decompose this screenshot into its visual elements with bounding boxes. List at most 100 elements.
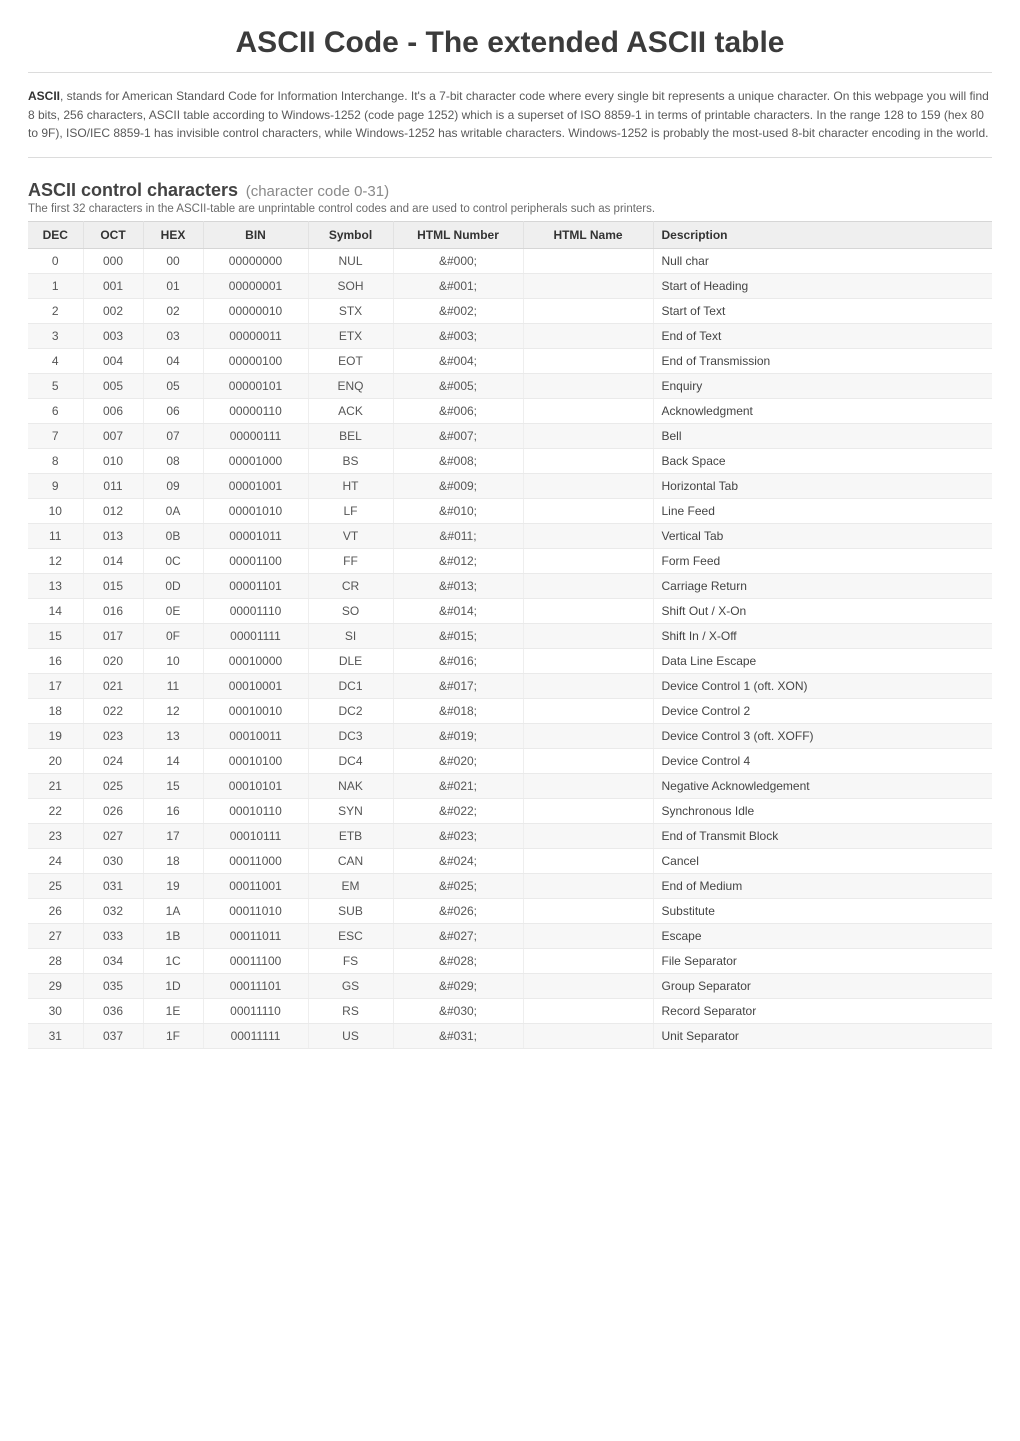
- cell-html-name: [523, 248, 653, 273]
- cell-symbol: RS: [308, 998, 393, 1023]
- cell-html-number: &#005;: [393, 373, 523, 398]
- cell-description: End of Transmit Block: [653, 823, 992, 848]
- table-row: 260321A00011010SUB&#026;Substitute: [28, 898, 992, 923]
- cell-oct: 000: [83, 248, 143, 273]
- cell-symbol: SO: [308, 598, 393, 623]
- cell-symbol: FS: [308, 948, 393, 973]
- cell-description: Negative Acknowledgement: [653, 773, 992, 798]
- cell-description: Line Feed: [653, 498, 992, 523]
- cell-oct: 013: [83, 523, 143, 548]
- cell-html-name: [523, 673, 653, 698]
- table-row: 70070700000111BEL&#007;Bell: [28, 423, 992, 448]
- cell-html-number: &#016;: [393, 648, 523, 673]
- cell-hex: 0F: [143, 623, 203, 648]
- cell-dec: 18: [28, 698, 83, 723]
- cell-hex: 1C: [143, 948, 203, 973]
- section-title: ASCII control characters: [28, 180, 238, 200]
- cell-description: Start of Text: [653, 298, 992, 323]
- cell-hex: 17: [143, 823, 203, 848]
- cell-html-name: [523, 298, 653, 323]
- table-row: 20020200000010STX&#002;Start of Text: [28, 298, 992, 323]
- cell-oct: 031: [83, 873, 143, 898]
- cell-html-number: &#014;: [393, 598, 523, 623]
- cell-html-number: &#011;: [393, 523, 523, 548]
- cell-bin: 00001111: [203, 623, 308, 648]
- cell-html-name: [523, 623, 653, 648]
- cell-html-number: &#028;: [393, 948, 523, 973]
- cell-hex: 18: [143, 848, 203, 873]
- cell-dec: 8: [28, 448, 83, 473]
- cell-symbol: DC1: [308, 673, 393, 698]
- cell-oct: 027: [83, 823, 143, 848]
- cell-html-name: [523, 723, 653, 748]
- cell-hex: 05: [143, 373, 203, 398]
- table-row: 80100800001000BS&#008;Back Space: [28, 448, 992, 473]
- cell-oct: 036: [83, 998, 143, 1023]
- cell-hex: 01: [143, 273, 203, 298]
- cell-dec: 4: [28, 348, 83, 373]
- cell-html-name: [523, 423, 653, 448]
- cell-oct: 004: [83, 348, 143, 373]
- cell-bin: 00000001: [203, 273, 308, 298]
- cell-html-name: [523, 948, 653, 973]
- cell-symbol: SOH: [308, 273, 393, 298]
- cell-html-name: [523, 373, 653, 398]
- cell-hex: 12: [143, 698, 203, 723]
- cell-description: End of Transmission: [653, 348, 992, 373]
- cell-bin: 00011000: [203, 848, 308, 873]
- cell-symbol: BEL: [308, 423, 393, 448]
- table-row: 210251500010101NAK&#021;Negative Acknowl…: [28, 773, 992, 798]
- cell-hex: 07: [143, 423, 203, 448]
- cell-oct: 032: [83, 898, 143, 923]
- cell-dec: 2: [28, 298, 83, 323]
- cell-bin: 00001110: [203, 598, 308, 623]
- col-header-oct: OCT: [83, 221, 143, 248]
- cell-description: End of Text: [653, 323, 992, 348]
- cell-hex: 0E: [143, 598, 203, 623]
- cell-html-name: [523, 1023, 653, 1048]
- table-row: 110130B00001011VT&#011;Vertical Tab: [28, 523, 992, 548]
- table-row: 280341C00011100FS&#028;File Separator: [28, 948, 992, 973]
- ascii-table: DEC OCT HEX BIN Symbol HTML Number HTML …: [28, 221, 992, 1049]
- cell-oct: 022: [83, 698, 143, 723]
- cell-dec: 9: [28, 473, 83, 498]
- table-row: 50050500000101ENQ&#005;Enquiry: [28, 373, 992, 398]
- cell-dec: 20: [28, 748, 83, 773]
- cell-html-name: [523, 823, 653, 848]
- cell-description: Escape: [653, 923, 992, 948]
- cell-description: Start of Heading: [653, 273, 992, 298]
- cell-oct: 030: [83, 848, 143, 873]
- cell-oct: 034: [83, 948, 143, 973]
- cell-html-name: [523, 323, 653, 348]
- table-row: 250311900011001EM&#025;End of Medium: [28, 873, 992, 898]
- cell-description: Enquiry: [653, 373, 992, 398]
- cell-oct: 016: [83, 598, 143, 623]
- table-header-row: DEC OCT HEX BIN Symbol HTML Number HTML …: [28, 221, 992, 248]
- cell-oct: 006: [83, 398, 143, 423]
- cell-html-name: [523, 698, 653, 723]
- cell-description: Device Control 2: [653, 698, 992, 723]
- cell-hex: 02: [143, 298, 203, 323]
- cell-symbol: DLE: [308, 648, 393, 673]
- cell-html-name: [523, 798, 653, 823]
- cell-oct: 003: [83, 323, 143, 348]
- cell-hex: 1B: [143, 923, 203, 948]
- cell-description: Bell: [653, 423, 992, 448]
- table-row: 100120A00001010LF&#010;Line Feed: [28, 498, 992, 523]
- cell-hex: 08: [143, 448, 203, 473]
- cell-hex: 00: [143, 248, 203, 273]
- cell-symbol: EOT: [308, 348, 393, 373]
- cell-bin: 00011011: [203, 923, 308, 948]
- table-row: 200241400010100DC4&#020;Device Control 4: [28, 748, 992, 773]
- cell-description: Device Control 1 (oft. XON): [653, 673, 992, 698]
- cell-bin: 00001011: [203, 523, 308, 548]
- cell-html-number: &#009;: [393, 473, 523, 498]
- cell-html-number: &#022;: [393, 798, 523, 823]
- cell-html-number: &#027;: [393, 923, 523, 948]
- cell-oct: 025: [83, 773, 143, 798]
- section-description: The first 32 characters in the ASCII-tab…: [28, 203, 992, 215]
- intro-text: , stands for American Standard Code for …: [28, 89, 989, 140]
- cell-dec: 31: [28, 1023, 83, 1048]
- cell-oct: 035: [83, 973, 143, 998]
- cell-dec: 22: [28, 798, 83, 823]
